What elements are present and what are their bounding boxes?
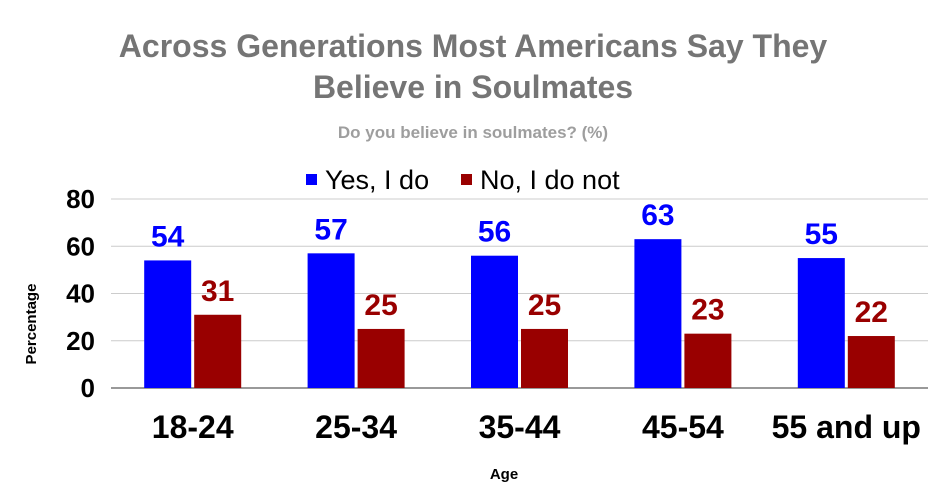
- legend-swatch-no: [461, 174, 472, 185]
- data-label: 23: [691, 294, 724, 327]
- legend-label-yes: Yes, I do: [325, 165, 429, 195]
- bar-yes: [471, 255, 518, 388]
- bar-no: [521, 328, 568, 388]
- gridlines: [111, 198, 928, 389]
- bar-yes: [307, 253, 355, 388]
- x-tick-label: 25-34: [315, 409, 397, 445]
- y-axis-title: Percentage: [23, 284, 40, 365]
- data-label: 55: [805, 218, 838, 251]
- bar-no: [847, 336, 895, 388]
- y-tick-labels: 0 20 40 60 80: [66, 184, 95, 403]
- data-label: 63: [641, 199, 674, 232]
- chart-subtitle: Do you believe in soulmates? (%): [338, 123, 608, 142]
- bar-yes: [634, 239, 682, 388]
- bar-no: [194, 314, 242, 388]
- x-tick-label: 35-44: [479, 409, 561, 445]
- chart-title-line-1: Across Generations Most Americans Say Th…: [119, 28, 828, 64]
- y-tick-label: 40: [66, 279, 95, 309]
- data-label: 25: [528, 289, 561, 322]
- bar-no: [684, 333, 732, 388]
- x-tick-label: 18-24: [152, 409, 234, 445]
- data-label: 56: [478, 216, 511, 249]
- legend-label-no: No, I do not: [480, 165, 620, 195]
- legend-swatch-yes: [306, 174, 317, 185]
- bar-no: [357, 328, 405, 388]
- y-tick-label: 0: [81, 373, 95, 403]
- x-tick-label: 55 and up: [772, 409, 921, 445]
- bar-yes: [797, 258, 845, 388]
- data-labels: 54 31 57 25 56 25 63 23 55 22: [151, 199, 888, 329]
- data-label: 22: [855, 296, 888, 329]
- data-label: 25: [364, 289, 397, 322]
- y-tick-label: 20: [66, 326, 95, 356]
- data-label: 31: [201, 275, 234, 308]
- legend: Yes, I do No, I do not: [306, 165, 620, 195]
- x-tick-labels: 18-24 25-34 35-44 45-54 55 and up: [152, 409, 921, 445]
- chart-title-line-2: Believe in Soulmates: [313, 69, 633, 105]
- y-tick-label: 60: [66, 231, 95, 261]
- data-label: 54: [151, 220, 185, 253]
- data-label: 57: [314, 213, 347, 246]
- bar-yes: [144, 260, 192, 388]
- x-tick-label: 45-54: [642, 409, 724, 445]
- bars: [144, 239, 895, 388]
- y-tick-label: 80: [66, 184, 95, 214]
- x-axis-title: Age: [490, 466, 518, 483]
